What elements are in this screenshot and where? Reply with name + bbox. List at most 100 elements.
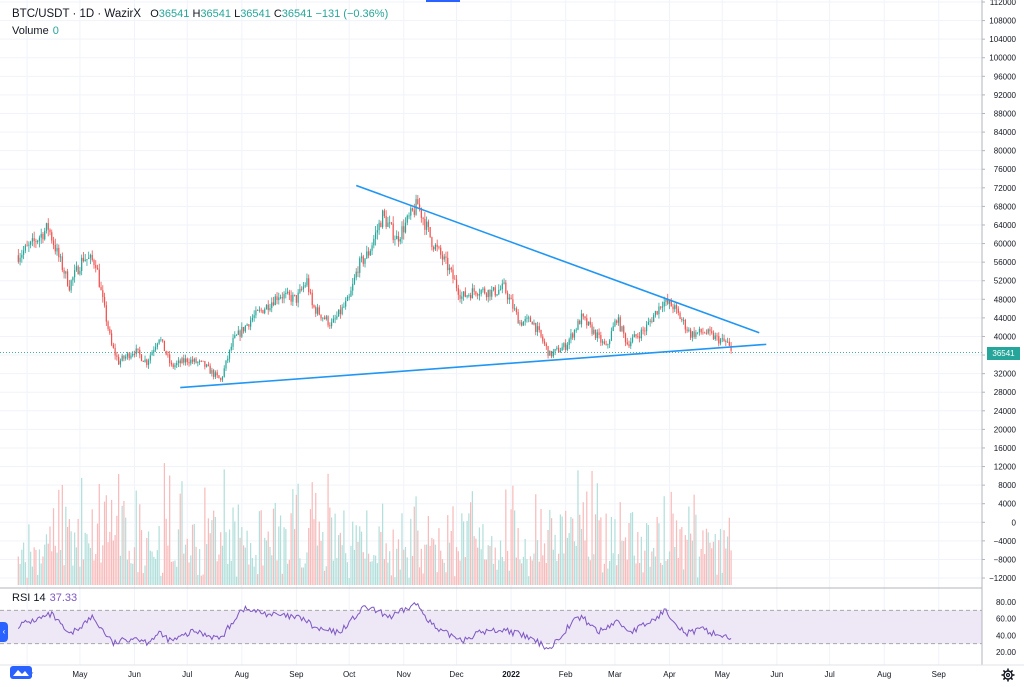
volume-bar xyxy=(418,567,421,585)
volume-bar xyxy=(589,560,591,585)
rsi-legend[interactable]: RSI 14 37.33 xyxy=(12,592,77,604)
volume-bar xyxy=(200,575,202,585)
volume-bar xyxy=(207,518,210,585)
volume-bar xyxy=(341,545,343,585)
volume-bar xyxy=(429,546,431,585)
gear-icon[interactable] xyxy=(1001,668,1015,682)
trend-line[interactable] xyxy=(180,343,767,389)
volume-bar xyxy=(133,547,136,585)
volume-legend[interactable]: Volume 0 xyxy=(12,25,59,37)
candle-body xyxy=(359,258,361,273)
time-tick-label: Mar xyxy=(608,670,622,679)
rsi-tick-label: 20.00 xyxy=(996,648,1017,657)
volume-bar xyxy=(330,517,333,585)
candle-body xyxy=(272,302,275,306)
candle-body xyxy=(663,301,665,307)
candle-body xyxy=(529,317,532,322)
candle-body xyxy=(691,331,693,338)
volume-bar xyxy=(89,548,92,585)
volume-bar xyxy=(410,518,412,585)
volume-bar xyxy=(132,563,134,585)
volume-bar xyxy=(19,564,21,585)
candle-body xyxy=(693,331,695,337)
candle-body xyxy=(406,215,408,223)
candle-body xyxy=(452,269,454,279)
volume-bar xyxy=(294,529,296,585)
candle-body xyxy=(494,287,496,296)
candle-body xyxy=(445,256,447,258)
volume-bar xyxy=(125,517,127,585)
candle-body xyxy=(660,306,662,308)
candle-body xyxy=(264,309,266,314)
candle-body xyxy=(517,312,519,324)
volume-bar xyxy=(269,546,271,585)
trend-lines[interactable] xyxy=(180,184,767,389)
candle-body xyxy=(190,359,192,364)
volume-bar xyxy=(281,573,283,585)
collapse-panel-button[interactable]: ‹ xyxy=(0,622,8,642)
candle-body xyxy=(341,307,343,315)
volume-bar xyxy=(705,528,708,585)
volume-bar xyxy=(272,508,275,585)
candle-body xyxy=(188,362,190,364)
candle-body xyxy=(144,359,146,362)
volume-bar xyxy=(360,531,363,585)
candle-body xyxy=(455,279,458,289)
volume-bar xyxy=(123,501,125,585)
volume-bar xyxy=(158,526,160,585)
volume-bar xyxy=(246,530,248,585)
candle-body xyxy=(431,237,433,248)
candle-body xyxy=(107,321,109,329)
candle-body xyxy=(299,288,301,293)
candle-body xyxy=(133,353,136,355)
volume-bar xyxy=(559,514,561,585)
candle-body xyxy=(181,358,183,364)
volume-bar xyxy=(30,551,32,585)
volume-bar xyxy=(137,572,139,585)
candle-body xyxy=(462,291,465,297)
volume-bar xyxy=(415,496,417,585)
volume-bar xyxy=(566,537,569,585)
candle-body xyxy=(26,245,28,247)
symbol-title[interactable]: BTC/USDT · 1D · WazirX xyxy=(12,8,142,20)
candle-body xyxy=(110,333,113,345)
candle-body xyxy=(454,278,456,280)
candle-body xyxy=(28,244,30,246)
volume-bar xyxy=(26,577,28,585)
volume-bar xyxy=(470,502,472,585)
volume-bar xyxy=(45,534,48,585)
volume-bar xyxy=(563,553,565,585)
volume-bar xyxy=(698,556,701,585)
candle-body xyxy=(42,233,44,240)
volume-bar xyxy=(619,502,621,585)
volume-bar xyxy=(454,576,456,585)
volume-bar xyxy=(162,572,164,585)
candle-body xyxy=(633,334,635,338)
volume-bar xyxy=(494,547,496,585)
candle-body xyxy=(491,289,493,297)
candle-body xyxy=(438,246,440,248)
candle-body xyxy=(705,332,708,334)
trend-line[interactable] xyxy=(355,184,760,334)
volume-bar xyxy=(366,510,368,585)
volume-bar xyxy=(392,529,394,585)
candle-body xyxy=(468,294,470,296)
volume-bar xyxy=(626,559,628,585)
volume-bar xyxy=(38,549,41,585)
tradingview-logo-icon[interactable] xyxy=(10,666,32,679)
candle-body xyxy=(603,341,605,344)
volume-bar xyxy=(311,482,313,585)
price-tick-label: 4000 xyxy=(998,500,1016,509)
volume-bar xyxy=(107,542,109,585)
candle-body xyxy=(309,292,312,293)
volume-bar xyxy=(116,515,118,585)
price-tick-label: 84000 xyxy=(994,128,1017,137)
volume-bar xyxy=(508,570,510,585)
volume-bar xyxy=(623,541,625,585)
close-label: C xyxy=(273,8,282,20)
candle-body xyxy=(193,358,195,362)
price-tick-label: 20000 xyxy=(994,425,1017,434)
candle-body xyxy=(79,270,81,275)
volume-bar xyxy=(128,550,130,585)
